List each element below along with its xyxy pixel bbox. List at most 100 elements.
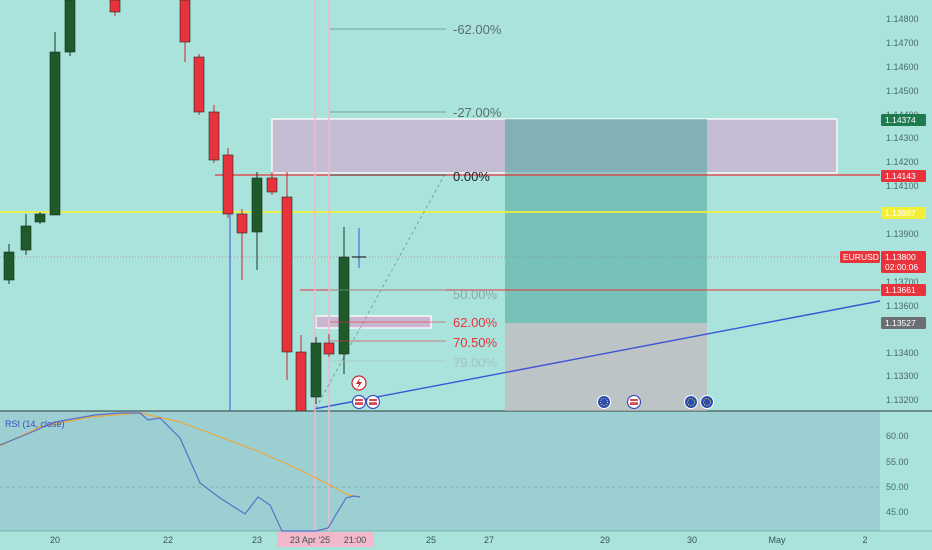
fib-level-label: 50.00% [453,287,498,302]
bearish-candle[interactable] [222,148,234,218]
price-tag-resistance[interactable]: 1.13661 [881,284,926,296]
bullish-candle[interactable] [34,212,46,224]
price-axis-label: 1.14100 [886,181,919,191]
last-price-tag-bg [881,251,926,273]
candle-body [251,177,263,233]
bearish-candle[interactable] [295,335,307,412]
price-axis-label: 1.13900 [886,229,919,239]
trendline[interactable] [313,300,881,410]
lightning-glyph [356,378,362,389]
bearish-candle[interactable] [323,334,335,357]
candle-body [20,225,32,251]
bearish-candle[interactable] [179,0,191,62]
price-tag-value: 1.14143 [885,171,916,181]
bullish-candle[interactable] [310,337,322,404]
us-event-icon[interactable] [626,394,642,410]
symbol-name: EURUSD [843,252,879,262]
event-icon-stars [703,398,711,406]
bearish-candle[interactable] [281,172,293,380]
price-tag-support[interactable]: 1.13987 [881,207,926,219]
time-axis-label: 23 Apr '25 [290,535,330,545]
bullish-candle[interactable] [64,0,76,56]
rsi-indicator-title[interactable]: RSI (14, close) [5,419,65,429]
bearish-candle[interactable] [208,105,220,163]
rsi-axis-label: 60.00 [886,431,909,441]
countdown-timer: 02:00:06 [885,262,918,272]
price-tag-bg [881,207,926,219]
fib-level-label: -62.00% [453,22,502,37]
us-event-icon[interactable] [365,394,381,410]
event-icon-ring [597,395,611,409]
fib-level-label: 70.50% [453,335,498,350]
eu-event-icon[interactable] [597,395,611,409]
candle-body [295,351,307,412]
price-axis-label: 1.14300 [886,133,919,143]
symbol-tag-bg [840,251,880,263]
time-axis-label: 22 [163,535,173,545]
event-icon-stripe [355,401,363,403]
bullish-candle[interactable] [20,214,32,255]
price-axis-label: 1.13200 [886,395,919,405]
rsi-axis-label: 45.00 [886,507,909,517]
us-event-icon[interactable] [351,394,367,410]
price-axis-label: 1.14200 [886,157,919,167]
candle-body [281,196,293,353]
candle-body [310,342,322,398]
rsi-moving-average[interactable] [0,412,361,498]
candle-body [34,213,46,223]
time-axis-label: 20 [50,535,60,545]
time-range-highlight [277,532,374,547]
candle-body [266,177,278,193]
bullish-candle[interactable] [338,227,350,374]
price-axis-label: 1.14800 [886,14,919,24]
event-icon-stripe [630,401,638,403]
price-tag-target[interactable]: 1.14374 [881,114,926,126]
bearish-candle[interactable] [193,54,205,115]
time-axis-label: 2 [862,535,867,545]
price-tag-resistance[interactable]: 1.14143 [881,170,926,182]
eu-event-icon[interactable] [684,395,698,409]
price-tag-bg [881,284,926,296]
bullish-candle[interactable] [49,32,61,216]
rsi-line[interactable] [0,412,361,532]
bullish-candle[interactable] [251,172,263,270]
bullish-candle[interactable] [3,244,15,284]
price-tag-neutral[interactable]: 1.13527 [881,317,926,329]
candle-body [193,56,205,113]
fib-level-label: -27.00% [453,105,502,120]
long-position-target-zone[interactable] [505,119,707,323]
price-tag-value: 1.13987 [885,208,916,218]
bearish-candle[interactable] [236,209,248,280]
eu-event-icon[interactable] [700,395,714,409]
price-tag-bg [881,170,926,182]
rsi-axis-label: 50.00 [886,482,909,492]
candle-body [236,213,248,234]
fib-level-label: 62.00% [453,315,498,330]
time-axis-label: May [768,535,786,545]
event-icon-ring [684,395,698,409]
candle-body [338,256,350,355]
bearish-candle[interactable] [109,0,121,16]
event-icon-stars [687,398,695,406]
current-candle[interactable] [352,228,366,268]
price-axis-label: 1.14600 [886,62,919,72]
price-tag-bg [881,114,926,126]
rsi-axis-label: 55.00 [886,457,909,467]
time-axis-label: 23 [252,535,262,545]
lightning-icon[interactable] [351,375,367,391]
candle-body [3,251,15,281]
last-price: 1.13800 [885,252,916,262]
price-axis-label: 1.13700 [886,277,919,287]
bearish-candle[interactable] [266,172,278,195]
fib-level-label: 0.00% [453,169,490,184]
price-tag-bg [881,317,926,329]
price-tag-value: 1.13527 [885,318,916,328]
rsi-pane-bg [0,411,880,531]
price-tag-value: 1.13661 [885,285,916,295]
event-icon-ring [700,395,714,409]
fib-level-label: 79.00% [453,355,498,370]
price-axis-label: 1.13300 [886,371,919,381]
